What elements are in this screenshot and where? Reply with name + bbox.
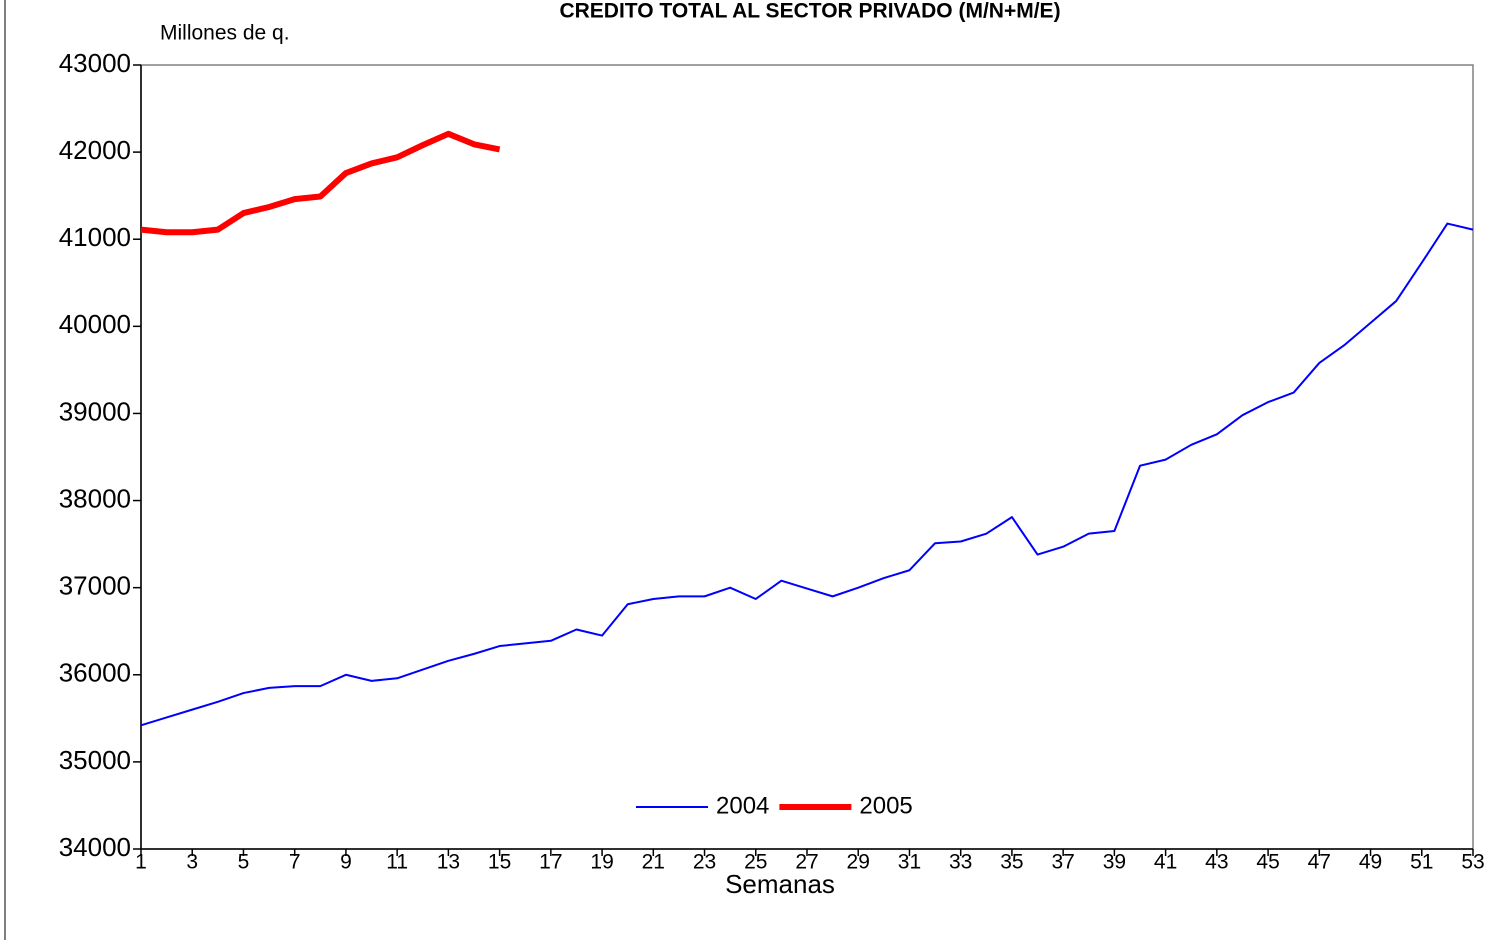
x-tick-label: 9 bbox=[340, 851, 352, 874]
x-tick-label: 43 bbox=[1205, 851, 1228, 874]
legend-label: 2005 bbox=[859, 792, 912, 819]
y-tick-label: 39000 bbox=[59, 396, 131, 426]
legend-label: 2004 bbox=[716, 792, 769, 819]
x-tick-label: 15 bbox=[488, 851, 511, 874]
x-tick-label: 25 bbox=[744, 851, 767, 874]
x-tick-label: 45 bbox=[1256, 851, 1279, 874]
x-tick-label: 17 bbox=[539, 851, 562, 874]
series-line bbox=[140, 130, 501, 236]
x-tick-label: 33 bbox=[949, 851, 972, 874]
x-tick-label: 53 bbox=[1461, 851, 1484, 874]
plot-area bbox=[140, 64, 1474, 850]
x-tick-label: 7 bbox=[289, 851, 301, 874]
y-tick-label: 36000 bbox=[59, 658, 131, 688]
x-tick-label: 29 bbox=[847, 851, 870, 874]
x-tick-label: 31 bbox=[898, 851, 921, 874]
x-tick-label: 23 bbox=[693, 851, 716, 874]
x-tick-label: 51 bbox=[1410, 851, 1433, 874]
x-tick-label: 5 bbox=[238, 851, 250, 874]
y-tick-label: 38000 bbox=[59, 483, 131, 513]
series-line bbox=[140, 222, 1474, 727]
y-tick-label: 40000 bbox=[59, 309, 131, 339]
y-tick-label: 34000 bbox=[59, 832, 131, 862]
x-tick-label: 37 bbox=[1051, 851, 1074, 874]
x-tick-label: 47 bbox=[1308, 851, 1331, 874]
y-tick-label: 43000 bbox=[59, 48, 131, 78]
x-tick-label: 1 bbox=[135, 851, 147, 874]
y-tick-label: 41000 bbox=[59, 222, 131, 252]
x-tick-label: 39 bbox=[1103, 851, 1126, 874]
x-tick-label: 41 bbox=[1154, 851, 1177, 874]
x-tick-label: 27 bbox=[795, 851, 818, 874]
x-tick-label: 13 bbox=[437, 851, 460, 874]
chart-title: CREDITO TOTAL AL SECTOR PRIVADO (M/N+M/E… bbox=[559, 0, 1060, 23]
y-tick-label: 37000 bbox=[59, 571, 131, 601]
y-tick-label: 42000 bbox=[59, 135, 131, 165]
x-tick-label: 49 bbox=[1359, 851, 1382, 874]
x-tick-label: 11 bbox=[386, 851, 408, 874]
x-tick-label: 19 bbox=[590, 851, 613, 874]
x-tick-label: 3 bbox=[186, 851, 198, 874]
x-axis-label: Semanas bbox=[725, 869, 835, 899]
y-axis-label: Millones de q. bbox=[160, 22, 290, 45]
x-tick-label: 21 bbox=[642, 851, 665, 874]
y-tick-label: 35000 bbox=[59, 745, 131, 775]
x-tick-label: 35 bbox=[1000, 851, 1023, 874]
